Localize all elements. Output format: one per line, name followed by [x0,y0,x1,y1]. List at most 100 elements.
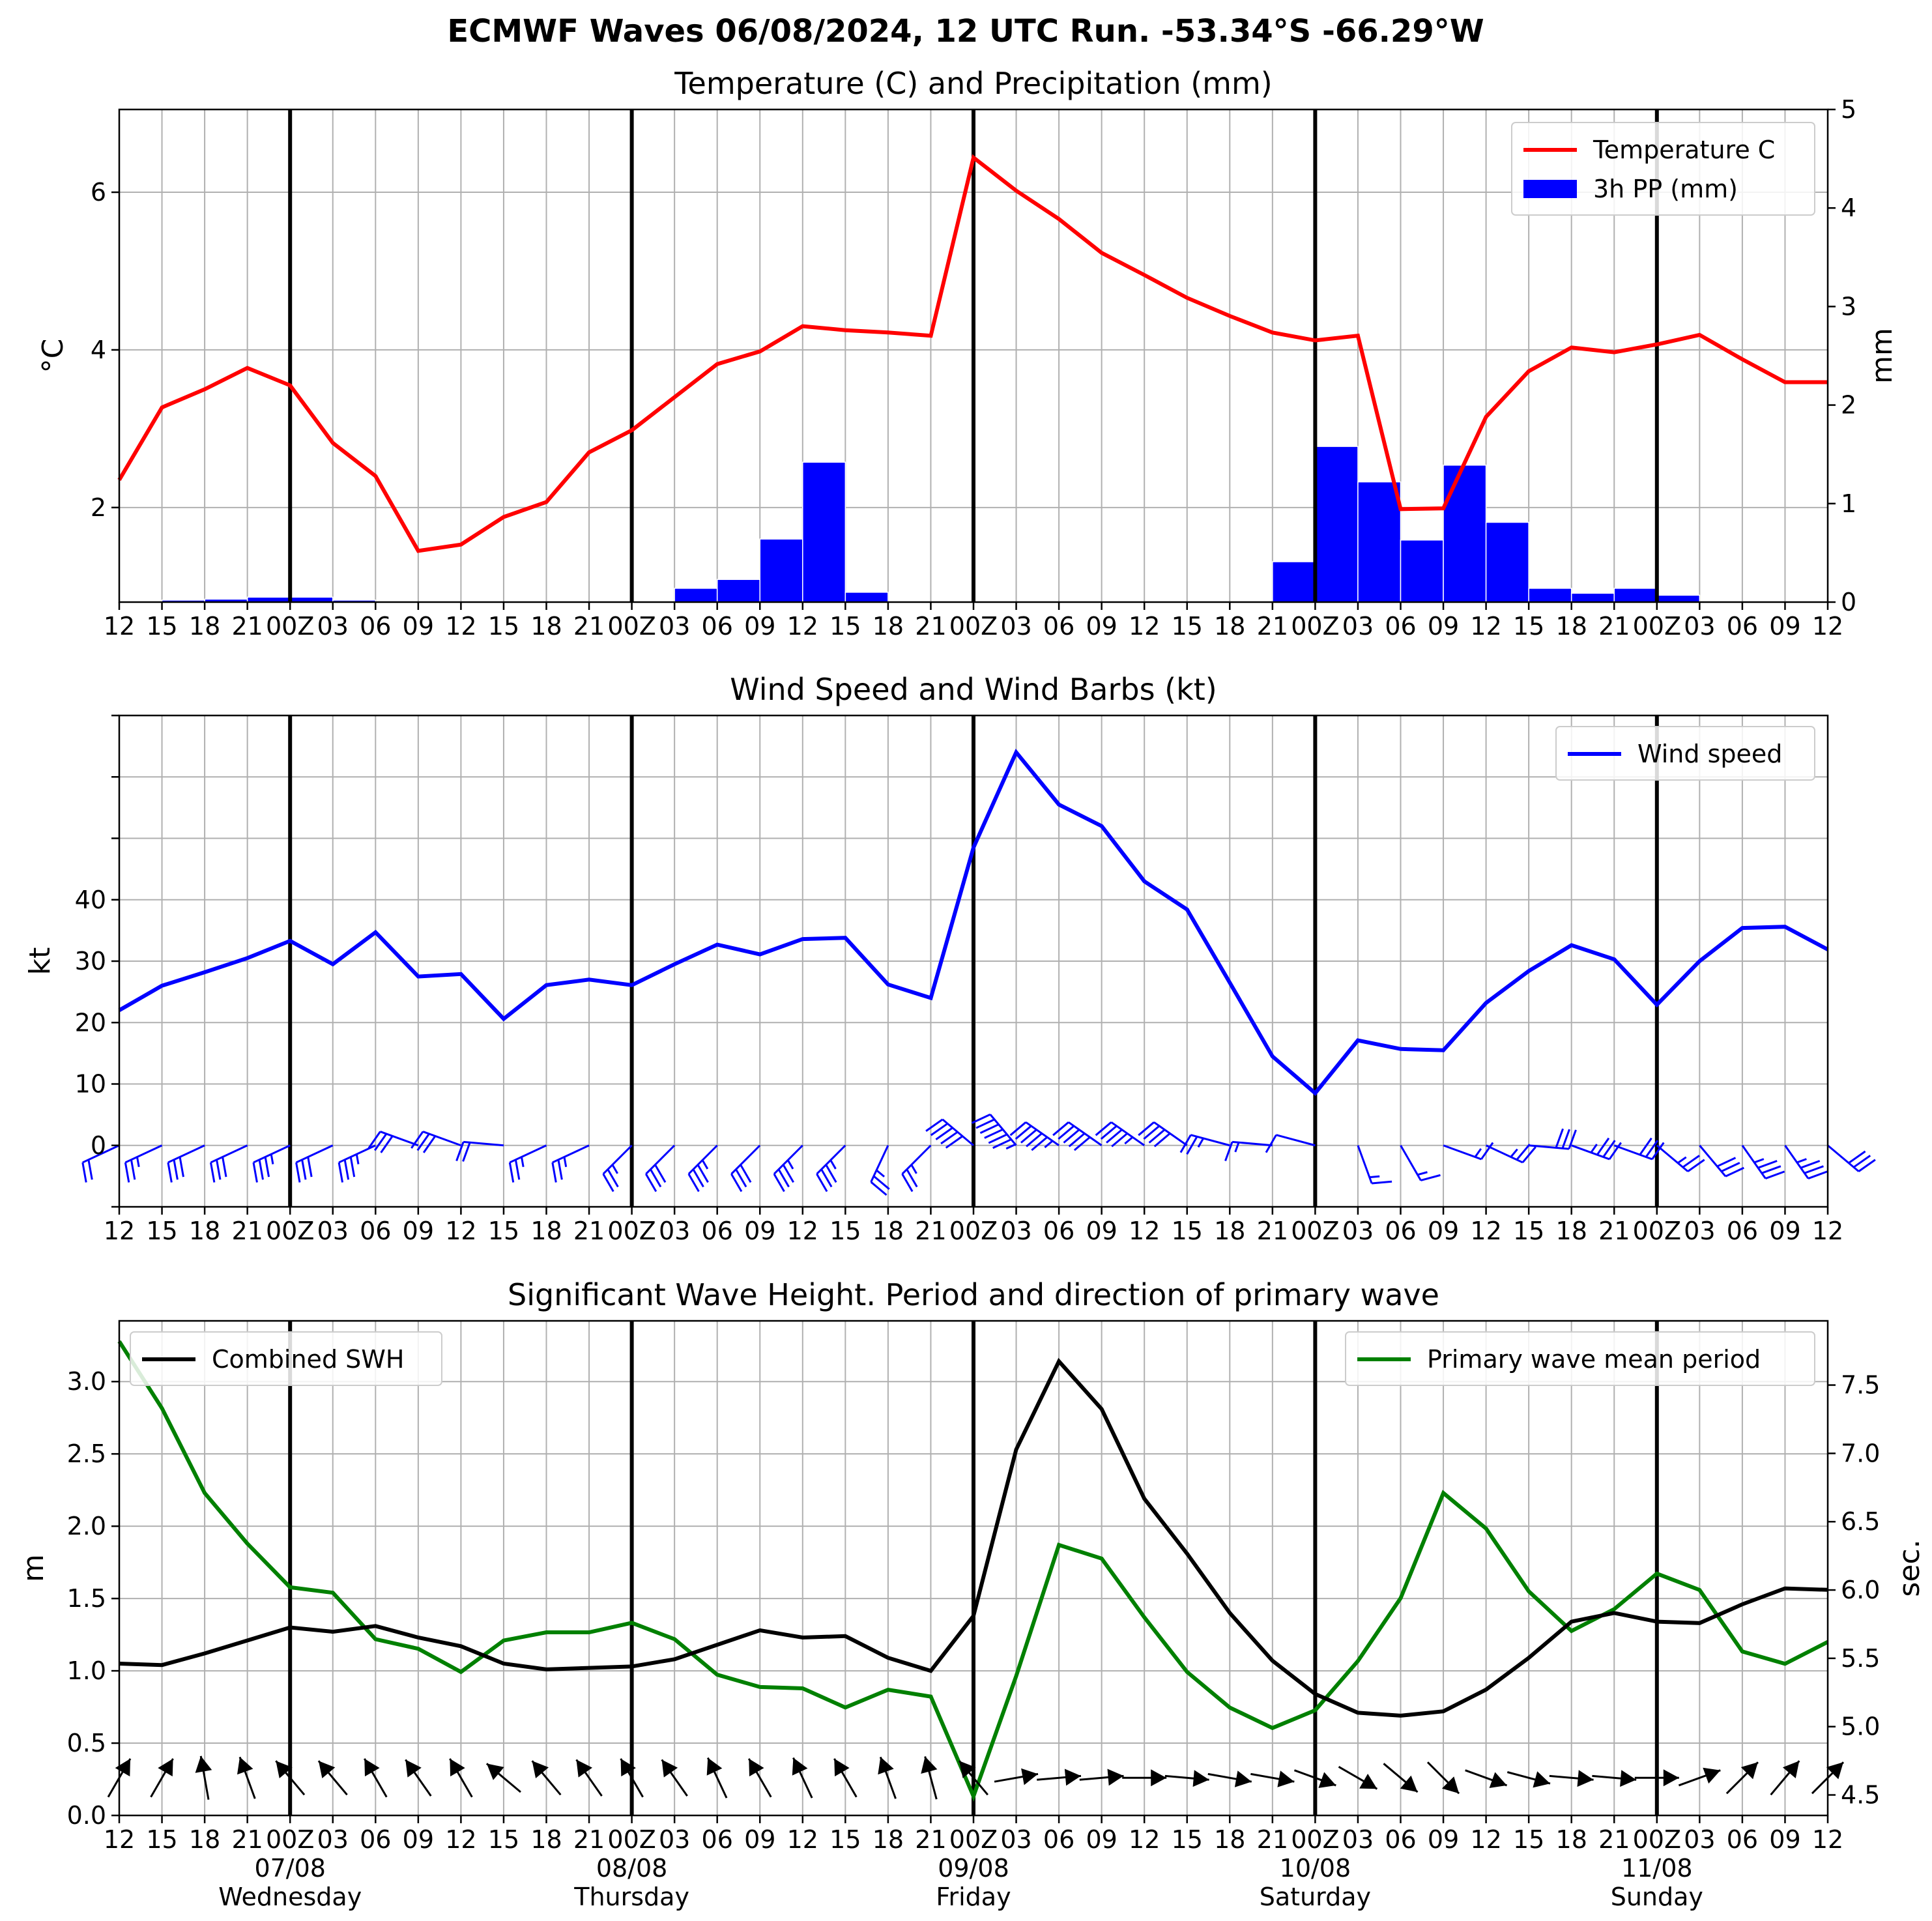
x-tick-label: 06 [360,1825,391,1854]
wind-barb-feather [1153,1133,1171,1148]
wind-barb-staff [82,1144,120,1164]
wind-barb-feather [81,1162,87,1183]
arrow-head [405,1759,422,1778]
arrow-head [792,1757,808,1776]
precip-bar [1570,592,1615,603]
x-tick-label: 15 [488,1217,519,1245]
arrow-head [237,1757,253,1775]
wind-barb [252,1144,291,1183]
wind-barb-feather [1800,1160,1821,1169]
x-tick-label: 06 [1727,1217,1758,1245]
x-tick-label: 18 [1214,1217,1245,1245]
y-tick-label: 40 [75,886,106,914]
main-title: ECMWF Waves 06/08/2024, 12 UTC Run. -53.… [447,13,1484,50]
wind-barb-feather [1186,1136,1198,1155]
wind-barb [687,1144,718,1192]
x-tick-label: 18 [1214,612,1245,641]
wave-direction-arrow [1549,1770,1594,1787]
wind-barb-feather [1372,1180,1392,1185]
wave-direction-arrow [1507,1771,1551,1788]
wind-barb-feather [1608,1142,1622,1160]
wind-barb-feather [416,1133,430,1151]
x-tick-label: 06 [1385,1825,1416,1854]
wind-barb-feather [925,1118,944,1132]
wind-barb-feather [1596,1137,1610,1155]
wind-barb-staff [816,1144,846,1175]
wind-barb [455,1140,504,1162]
wind-barb-staff [1276,1134,1316,1147]
wind-barb-feather [373,1133,388,1151]
wind-barb-feather [222,1157,227,1177]
wind-barb [368,1131,419,1153]
wind-barb-feather [1058,1125,1075,1140]
wind-barb [508,1144,547,1183]
x-tick-label: 12 [445,1217,476,1245]
x-tick-label: 18 [1556,612,1587,641]
x-tick-label: 09 [403,1825,434,1854]
arrow-head [661,1759,678,1778]
wave-direction-arrow [921,1756,938,1800]
arrow-head [1064,1769,1081,1786]
wind-barb-staff [422,1131,461,1147]
y-tick-label: 2.5 [67,1439,106,1468]
arrow-head [706,1757,723,1776]
wind-barb-feather [1480,1142,1494,1160]
panel-3: 12 15 18 21 00Z 03 06 09 12 15 18 21 00Z 03 06 09 12 15 18… [17,1277,1926,1911]
x-tick-label: 09 [744,1825,775,1854]
arrow-head [158,1758,173,1777]
x-tick-label: 21 [573,612,605,641]
wind-barb-staff [602,1144,633,1175]
x-tick-label: 21 [1257,1217,1288,1245]
wind-barb-staff [1110,1121,1146,1146]
wave-direction-arrow [1383,1763,1419,1793]
wind-barb-feather [301,1159,307,1180]
weekday-label: Thursday [573,1883,689,1911]
arrow-head [115,1758,130,1777]
wind-barb-feather [1474,1148,1482,1158]
wave-direction-arrow [449,1758,473,1798]
wave-direction-arrow [317,1760,348,1796]
x-tick-label: 00Z [1633,1825,1681,1854]
arrow-head [1740,1762,1758,1780]
wave-direction-arrow [958,1760,989,1796]
wind-barb-feather [1725,1166,1744,1177]
x-tick-label: 06 [1727,1825,1758,1854]
date-label: 10/08 [1280,1854,1351,1883]
legend-box [130,1331,442,1386]
x-tick-label: 00Z [266,1217,314,1245]
wind-barb-feather [380,1135,394,1153]
wave-direction-arrow [275,1760,306,1796]
wave-direction-arrow [1592,1770,1637,1787]
wind-barb-feather [872,1175,890,1190]
x-tick-label: 03 [1342,1217,1374,1245]
x-tick-label: 15 [1513,1825,1544,1854]
y-tick-label: 1.0 [67,1656,106,1685]
arrow-head [1577,1770,1594,1787]
wind-barb [1179,1134,1230,1155]
x-tick-label: 15 [1172,1217,1203,1245]
arrow-head [195,1755,212,1773]
precip-bar [1485,521,1529,603]
wind-barb-feather [979,1123,1000,1134]
wind-barb-feather [1044,1140,1054,1149]
wind-barb-feather [1716,1157,1737,1168]
wind-barb-feather [1031,1136,1048,1151]
arrow-head [921,1756,938,1774]
panel-2: 12 15 18 21 00Z 03 06 09 12 15 18 21 00Z 03 06 09 12 15 18… [23,672,1876,1245]
wind-barb-feather [563,1157,568,1168]
wind-barb-staff [1025,1121,1060,1146]
y-tick-label: 3.0 [67,1367,106,1396]
precip-bar [844,592,889,603]
x-tick-label: 12 [445,1825,476,1854]
wind-barb-feather [935,1127,953,1140]
legend-label: Combined SWH [212,1345,404,1374]
wind-barb-feather [1853,1155,1871,1168]
precip-bar [1314,446,1359,603]
wind-barb-feather [1808,1170,1828,1179]
x-tick-label: 06 [702,612,733,641]
wave-direction-arrow [1465,1769,1508,1788]
wind-barb [1656,1144,1705,1172]
y-tick-label: 20 [75,1008,106,1037]
x-tick-label: 03 [1684,612,1715,641]
wind-barb-feather [179,1157,184,1177]
